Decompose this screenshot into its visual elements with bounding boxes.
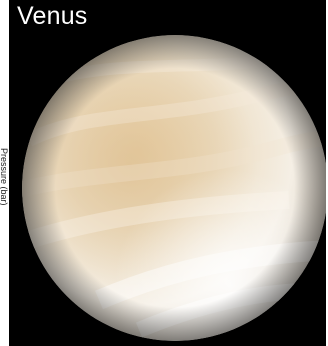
- venus-globe-image: [9, 0, 326, 346]
- planet-title: Venus: [9, 0, 96, 34]
- venus-photo: Venus: [9, 0, 326, 346]
- axis-label-text: Pressure (bar): [0, 148, 9, 206]
- planet-disc: [22, 35, 326, 341]
